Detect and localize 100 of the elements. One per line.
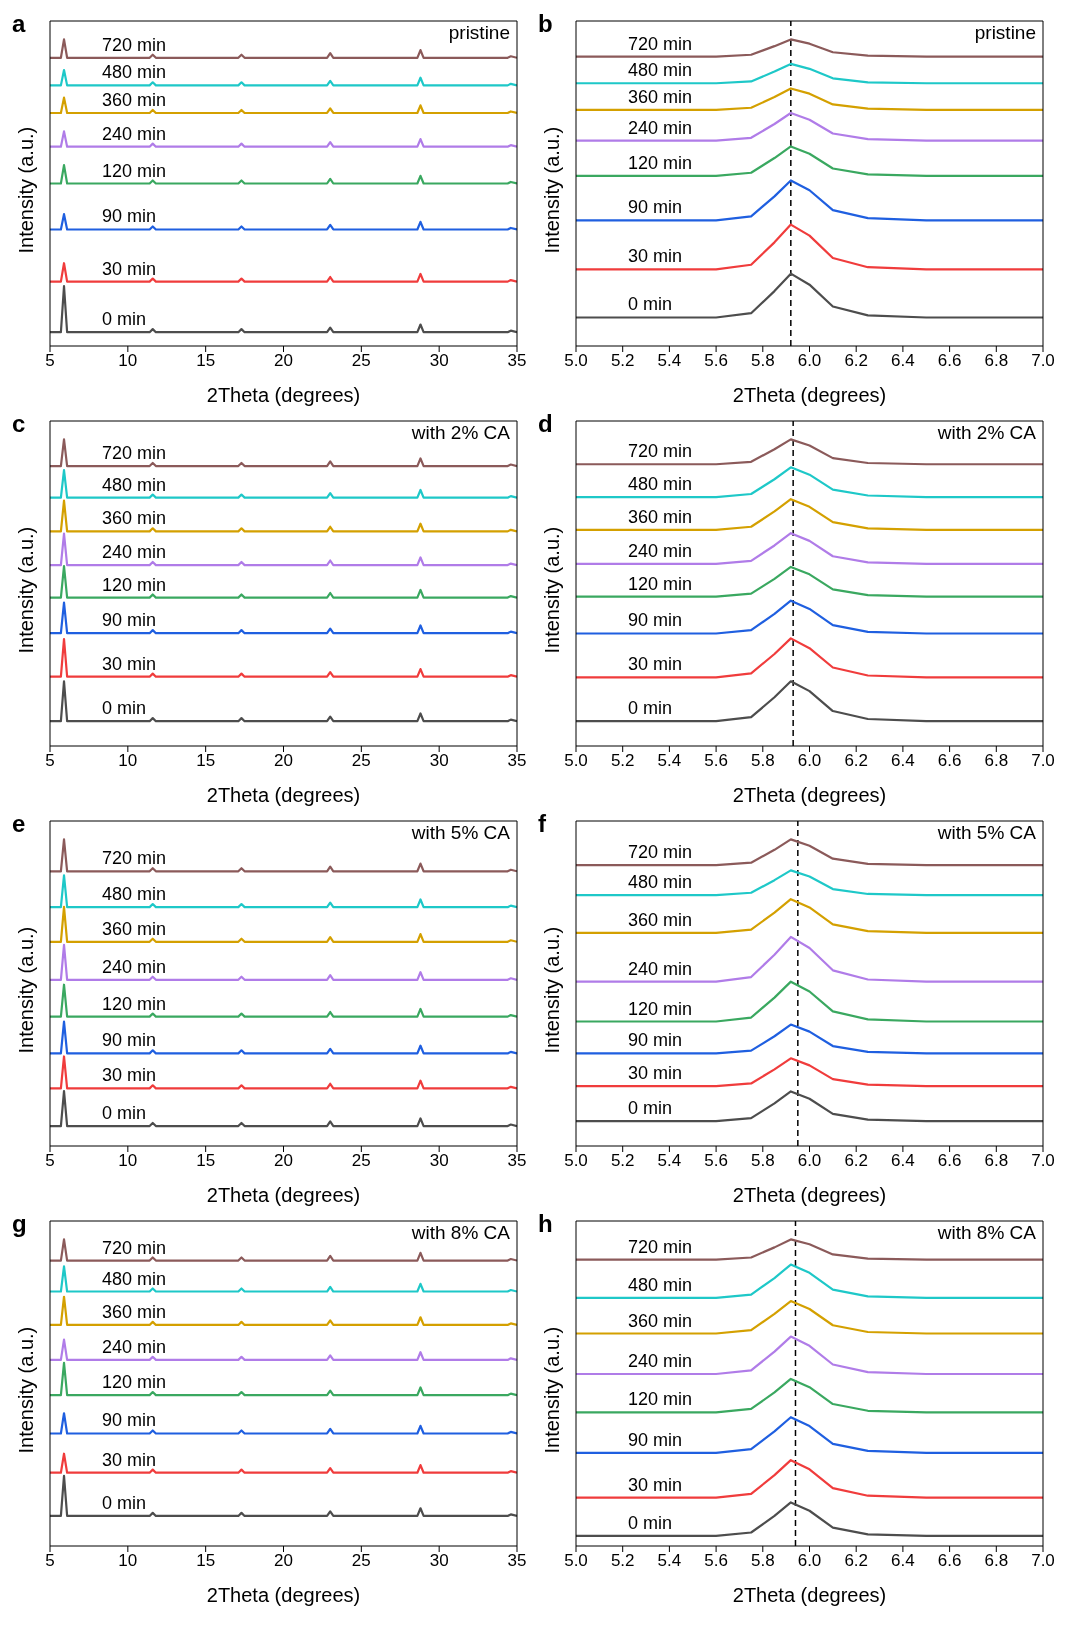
x-tick-label: 6.4 (891, 1551, 915, 1571)
series-label: 0 min (102, 1103, 147, 1124)
x-tick-label: 7.0 (1031, 751, 1055, 771)
x-axis-title: 2Theta (degrees) (206, 1584, 361, 1606)
y-axis-title: Intensity (a.u.) (15, 526, 38, 654)
series-label: 720 min (628, 1236, 693, 1257)
series-label: 240 min (102, 542, 167, 563)
x-tick-label: 5.4 (657, 1151, 682, 1171)
x-tick-label: 5 (45, 751, 55, 771)
x-tick-label: 15 (196, 751, 216, 771)
x-tick-label: 25 (351, 351, 371, 371)
x-tick-label: 25 (351, 1551, 371, 1571)
series-label: 0 min (628, 1098, 673, 1119)
chart-title: g (12, 1210, 27, 1238)
x-tick-label: 15 (196, 1551, 216, 1571)
series-label: 30 min (102, 1449, 157, 1470)
annotation: pristine (974, 22, 1036, 44)
series-label: 30 min (102, 258, 157, 279)
y-axis-title: Intensity (a.u.) (541, 1326, 564, 1454)
series-label: 480 min (628, 1274, 693, 1295)
series-label: 360 min (628, 909, 693, 930)
x-tick-label: 15 (196, 1151, 216, 1171)
x-tick-label: 15 (196, 351, 216, 371)
x-tick-label: 30 (429, 1151, 449, 1171)
annotation: with 5% CA (411, 822, 510, 844)
y-axis-title: Intensity (a.u.) (541, 926, 564, 1054)
x-tick-label: 35 (507, 351, 527, 371)
series-label: 120 min (102, 160, 167, 181)
series-label: 90 min (628, 1429, 683, 1450)
x-tick-label: 6.4 (891, 1151, 915, 1171)
x-tick-label: 6.0 (797, 1551, 822, 1571)
x-tick-label: 5.4 (657, 751, 682, 771)
annotation: with 2% CA (937, 422, 1036, 444)
y-axis-title: Intensity (a.u.) (541, 126, 564, 254)
series-label: 90 min (628, 1030, 683, 1051)
annotation: with 8% CA (411, 1222, 510, 1244)
series-label: 30 min (628, 1474, 683, 1495)
x-tick-label: 5.4 (657, 1551, 682, 1571)
series-label: 120 min (628, 1389, 693, 1410)
x-axis-title: 2Theta (degrees) (732, 1584, 887, 1606)
series-label: 240 min (102, 1336, 167, 1357)
x-tick-label: 30 (429, 351, 449, 371)
chart-title: a (12, 10, 26, 38)
series-label: 480 min (102, 884, 167, 905)
y-axis-title: Intensity (a.u.) (15, 126, 38, 254)
series-label: 30 min (628, 246, 683, 267)
series-label: 720 min (102, 1237, 167, 1258)
x-tick-label: 5 (45, 1151, 55, 1171)
series-label: 240 min (102, 123, 167, 144)
annotation: with 8% CA (937, 1222, 1036, 1244)
series-label: 240 min (628, 540, 693, 561)
chart-title: e (12, 810, 26, 838)
x-tick-label: 6.2 (844, 1151, 869, 1171)
series-label: 120 min (628, 152, 693, 173)
series-label: 30 min (102, 653, 157, 674)
series-label: 90 min (628, 610, 683, 631)
x-tick-label: 10 (118, 1151, 138, 1171)
x-tick-label: 6.2 (844, 751, 869, 771)
x-tick-label: 6.0 (797, 351, 822, 371)
series-label: 120 min (102, 1372, 167, 1393)
series-label: 480 min (102, 474, 167, 495)
series-label: 30 min (628, 654, 683, 675)
series-label: 480 min (102, 62, 167, 83)
x-tick-label: 25 (351, 751, 371, 771)
x-tick-label: 30 (429, 1551, 449, 1571)
x-tick-label: 5.0 (564, 351, 588, 371)
series-label: 30 min (628, 1063, 683, 1084)
x-tick-label: 10 (118, 351, 138, 371)
series-label: 0 min (628, 1512, 673, 1533)
x-tick-label: 6.6 (937, 351, 962, 371)
x-tick-label: 6.6 (937, 1151, 962, 1171)
series-label: 120 min (628, 573, 693, 594)
series-label: 360 min (628, 506, 693, 527)
x-axis-title: 2Theta (degrees) (206, 1184, 361, 1206)
series-label: 0 min (102, 309, 147, 330)
series-label: 120 min (102, 574, 167, 595)
x-tick-label: 5.6 (704, 751, 728, 771)
series-label: 0 min (628, 294, 673, 315)
series-label: 0 min (102, 698, 147, 719)
x-axis-title: 2Theta (degrees) (206, 784, 361, 806)
x-tick-label: 5.0 (564, 1151, 588, 1171)
x-tick-label: 5.4 (657, 351, 682, 371)
x-tick-label: 5.6 (704, 1151, 728, 1171)
x-tick-label: 35 (507, 1551, 527, 1571)
x-tick-label: 5.2 (610, 1551, 635, 1571)
series-label: 720 min (102, 848, 167, 869)
series-label: 360 min (628, 86, 693, 107)
chart-title: d (538, 410, 553, 438)
x-tick-label: 30 (429, 751, 449, 771)
x-tick-label: 20 (274, 1551, 293, 1571)
x-tick-label: 7.0 (1031, 351, 1055, 371)
x-tick-label: 5.8 (750, 751, 775, 771)
y-axis-title: Intensity (a.u.) (541, 526, 564, 654)
x-tick-label: 5 (45, 1551, 55, 1571)
y-axis-title: Intensity (a.u.) (15, 1326, 38, 1454)
series-label: 240 min (628, 117, 693, 138)
x-tick-label: 5.8 (750, 351, 775, 371)
x-tick-label: 5.2 (610, 1151, 635, 1171)
series-label: 720 min (628, 33, 693, 54)
series-label: 360 min (102, 508, 167, 529)
